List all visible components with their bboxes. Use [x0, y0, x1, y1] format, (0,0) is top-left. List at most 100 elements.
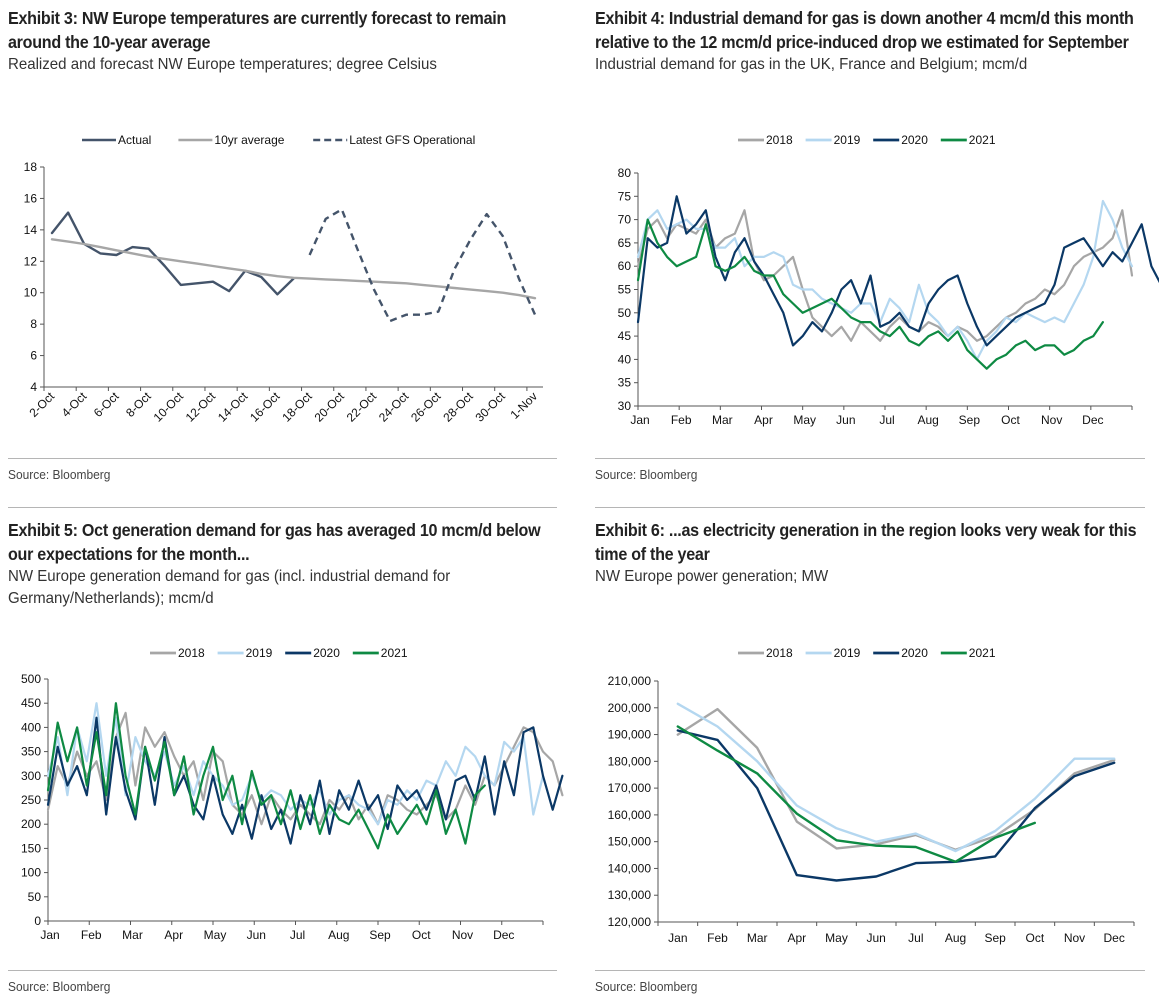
y-tick-label: 0 — [34, 914, 41, 928]
series-group — [50, 208, 537, 323]
x-tick-label: Jan — [668, 931, 687, 945]
x-tick-label: Nov — [452, 928, 473, 942]
legend-label: 2018 — [766, 646, 793, 660]
series-line-2021 — [676, 725, 1036, 863]
exhibit-4-title: Exhibit 4: Industrial demand for gas is … — [595, 8, 1134, 52]
legend-item: 2020 — [873, 646, 928, 660]
x-tick-label: 10-Oct — [151, 389, 187, 425]
exhibit-6-subtitle: NW Europe power generation; MW — [595, 568, 829, 585]
x-tick-label: Nov — [1064, 931, 1085, 945]
exhibit-4-subtitle: Industrial demand for gas in the UK, Fra… — [595, 56, 1028, 73]
axes: 120,000 130,000 140,000 150,000 160,000 170,0… — [608, 674, 1135, 945]
y-tick-label: 16 — [24, 191, 38, 205]
x-tick-label: Aug — [917, 413, 938, 427]
series-line-10yr-average — [50, 238, 537, 300]
x-tick-label: Mar — [122, 928, 143, 942]
legend-item: 10yr average — [178, 133, 285, 147]
legend-item: 2019 — [805, 133, 861, 147]
x-tick-label: 26-Oct — [408, 389, 444, 425]
x-tick-label: Mar — [747, 931, 768, 945]
x-tick-label: Oct — [1001, 413, 1020, 427]
y-tick-label: 12 — [24, 254, 38, 268]
y-tick-label: 50 — [618, 306, 632, 320]
exhibit-5-source: Source: Bloomberg — [8, 979, 111, 994]
exhibit-3-panel: Exhibit 3: NW Europe temperatures are cu… — [8, 6, 558, 76]
x-tick-label: 20-Oct — [312, 389, 348, 425]
series-group — [636, 195, 1159, 370]
x-tick-label: Jun — [247, 928, 266, 942]
series-line-actual — [50, 211, 295, 296]
x-tick-label: Feb — [81, 928, 102, 942]
series-group — [676, 702, 1116, 882]
y-tick-label: 4 — [30, 380, 37, 394]
exhibit-4-panel: Exhibit 4: Industrial demand for gas is … — [595, 6, 1145, 76]
x-tick-label: Jul — [908, 931, 923, 945]
exhibit-3-subtitle: Realized and forecast NW Europe temperat… — [8, 56, 437, 73]
y-tick-label: 150,000 — [608, 835, 652, 849]
legend-label: Actual — [118, 133, 151, 147]
x-tick-label: Jun — [836, 413, 855, 427]
series-line-2019 — [636, 199, 1134, 361]
series-line-latest-gfs-operational — [308, 208, 537, 323]
y-tick-label: 50 — [28, 890, 42, 904]
x-tick-label: Jul — [879, 413, 894, 427]
exhibit-4-rule — [595, 458, 1145, 459]
x-tick-label: Jun — [866, 931, 885, 945]
exhibit-5-title: Exhibit 5: Oct generation demand for gas… — [8, 520, 541, 564]
x-tick-label: 6-Oct — [91, 389, 122, 420]
x-tick-label: 22-Oct — [344, 389, 380, 425]
x-tick-label: 18-Oct — [279, 389, 315, 425]
series-line-2020 — [46, 716, 564, 845]
legend-label: 2018 — [178, 646, 205, 660]
y-tick-label: 14 — [24, 223, 38, 237]
legend-label: Latest GFS Operational — [349, 133, 475, 147]
x-tick-label: Nov — [1041, 413, 1062, 427]
y-tick-label: 200,000 — [608, 701, 652, 715]
legend-label: 2020 — [901, 133, 928, 147]
exhibit-6-panel: Exhibit 6: ...as electricity generation … — [595, 518, 1145, 588]
x-tick-label: Jan — [40, 928, 59, 942]
y-tick-label: 250 — [21, 793, 41, 807]
x-tick-label: 24-Oct — [376, 389, 412, 425]
y-tick-label: 140,000 — [608, 861, 652, 875]
y-tick-label: 18 — [24, 160, 38, 174]
x-tick-label: Jul — [290, 928, 305, 942]
legend-item: 2018 — [738, 133, 793, 147]
legend-item: 2018 — [738, 646, 793, 660]
x-tick-label: 30-Oct — [473, 389, 509, 425]
legend-item: 2020 — [873, 133, 928, 147]
x-tick-label: Feb — [671, 413, 692, 427]
legend-label: 2020 — [313, 646, 340, 660]
legend-item: Actual — [82, 133, 151, 147]
x-tick-label: 8-Oct — [123, 389, 154, 420]
x-tick-label: Apr — [164, 928, 183, 942]
y-tick-label: 100 — [21, 866, 41, 880]
x-tick-label: 14-Oct — [215, 389, 251, 425]
x-tick-label: Apr — [754, 413, 773, 427]
y-tick-label: 200 — [21, 817, 41, 831]
y-tick-label: 80 — [618, 166, 632, 180]
legend-label: 10yr average — [214, 133, 284, 147]
y-tick-label: 190,000 — [608, 728, 652, 742]
exhibit-5-panel: Exhibit 5: Oct generation demand for gas… — [8, 518, 558, 610]
y-tick-label: 40 — [618, 352, 632, 366]
legend-label: 2019 — [834, 646, 861, 660]
x-tick-label: May — [793, 413, 816, 427]
series-line-2020 — [636, 195, 1159, 347]
x-tick-label: Feb — [707, 931, 728, 945]
exhibit-3-title: Exhibit 3: NW Europe temperatures are cu… — [8, 8, 507, 52]
y-tick-label: 120,000 — [608, 915, 652, 929]
y-tick-label: 8 — [30, 317, 37, 331]
x-tick-label: Sep — [959, 413, 981, 427]
legend-item: 2020 — [285, 646, 340, 660]
x-tick-label: Aug — [328, 928, 349, 942]
y-tick-label: 70 — [618, 213, 632, 227]
y-tick-label: 10 — [24, 286, 38, 300]
axes: 0 50 100 150 200 250 300 350 400 450 500 Jan Feb Mar A… — [21, 672, 544, 942]
exhibit-4-source: Source: Bloomberg — [595, 467, 698, 482]
y-tick-label: 450 — [21, 696, 41, 710]
y-tick-label: 210,000 — [608, 674, 652, 688]
x-tick-label: Dec — [493, 928, 514, 942]
legend-label: 2020 — [901, 646, 928, 660]
